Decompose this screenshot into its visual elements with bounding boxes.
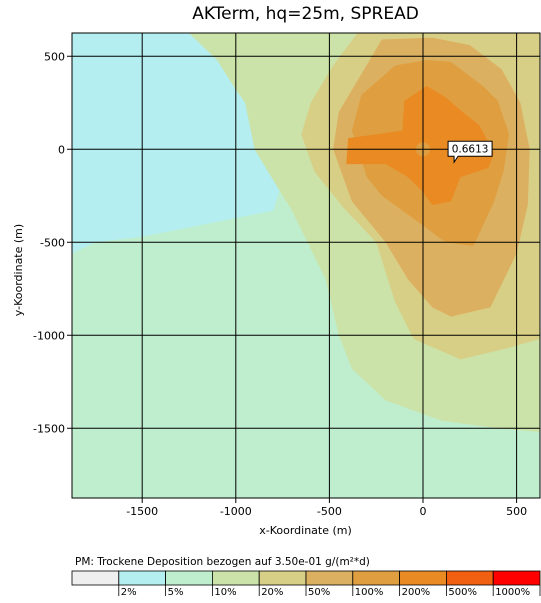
legend-swatch	[71, 570, 120, 586]
legend-label: 500%	[448, 587, 477, 598]
legend-label: 200%	[402, 587, 431, 598]
x-tick-label: 500	[506, 505, 527, 518]
y-tick-label: 500	[44, 50, 65, 63]
legend-title: PM: Trockene Deposition bezogen auf 3.50…	[75, 556, 370, 568]
legend-label: 20%	[261, 587, 283, 598]
legend-label: 1000%	[495, 587, 530, 598]
x-axis-label: x-Koordinate (m)	[259, 524, 352, 537]
legend-label: 50%	[308, 587, 330, 598]
x-tick-label: 0	[420, 505, 427, 518]
legend-label: 10%	[214, 587, 236, 598]
y-axis-label: y-Koordinate (m)	[12, 223, 25, 317]
max-label-box	[447, 140, 493, 164]
legend-label: 100%	[355, 587, 384, 598]
max-value-label: 0.6613	[452, 143, 489, 155]
legend-swatch	[399, 570, 447, 586]
y-tick-label: -1000	[33, 329, 65, 342]
legend-label: 2%	[121, 587, 137, 598]
legend-swatch	[305, 570, 354, 586]
legend-swatch	[118, 570, 167, 586]
x-tick-label: -1500	[126, 505, 158, 518]
x-tick-label: -1000	[220, 505, 252, 518]
y-tick-label: -1500	[33, 422, 65, 435]
y-tick-label: 0	[58, 143, 65, 156]
legend-swatch	[258, 570, 307, 586]
legend-swatch	[445, 570, 494, 586]
x-tick-label: -500	[317, 505, 342, 518]
y-tick-label: -500	[40, 236, 65, 249]
chart-title: AKTerm, hq=25m, SPREAD	[192, 4, 419, 24]
plot-frame	[71, 32, 541, 499]
legend-swatch	[352, 570, 400, 586]
legend-swatch	[211, 570, 260, 586]
legend-swatch	[492, 570, 541, 586]
legend-swatch	[165, 570, 213, 586]
legend-label: 5%	[168, 587, 184, 598]
